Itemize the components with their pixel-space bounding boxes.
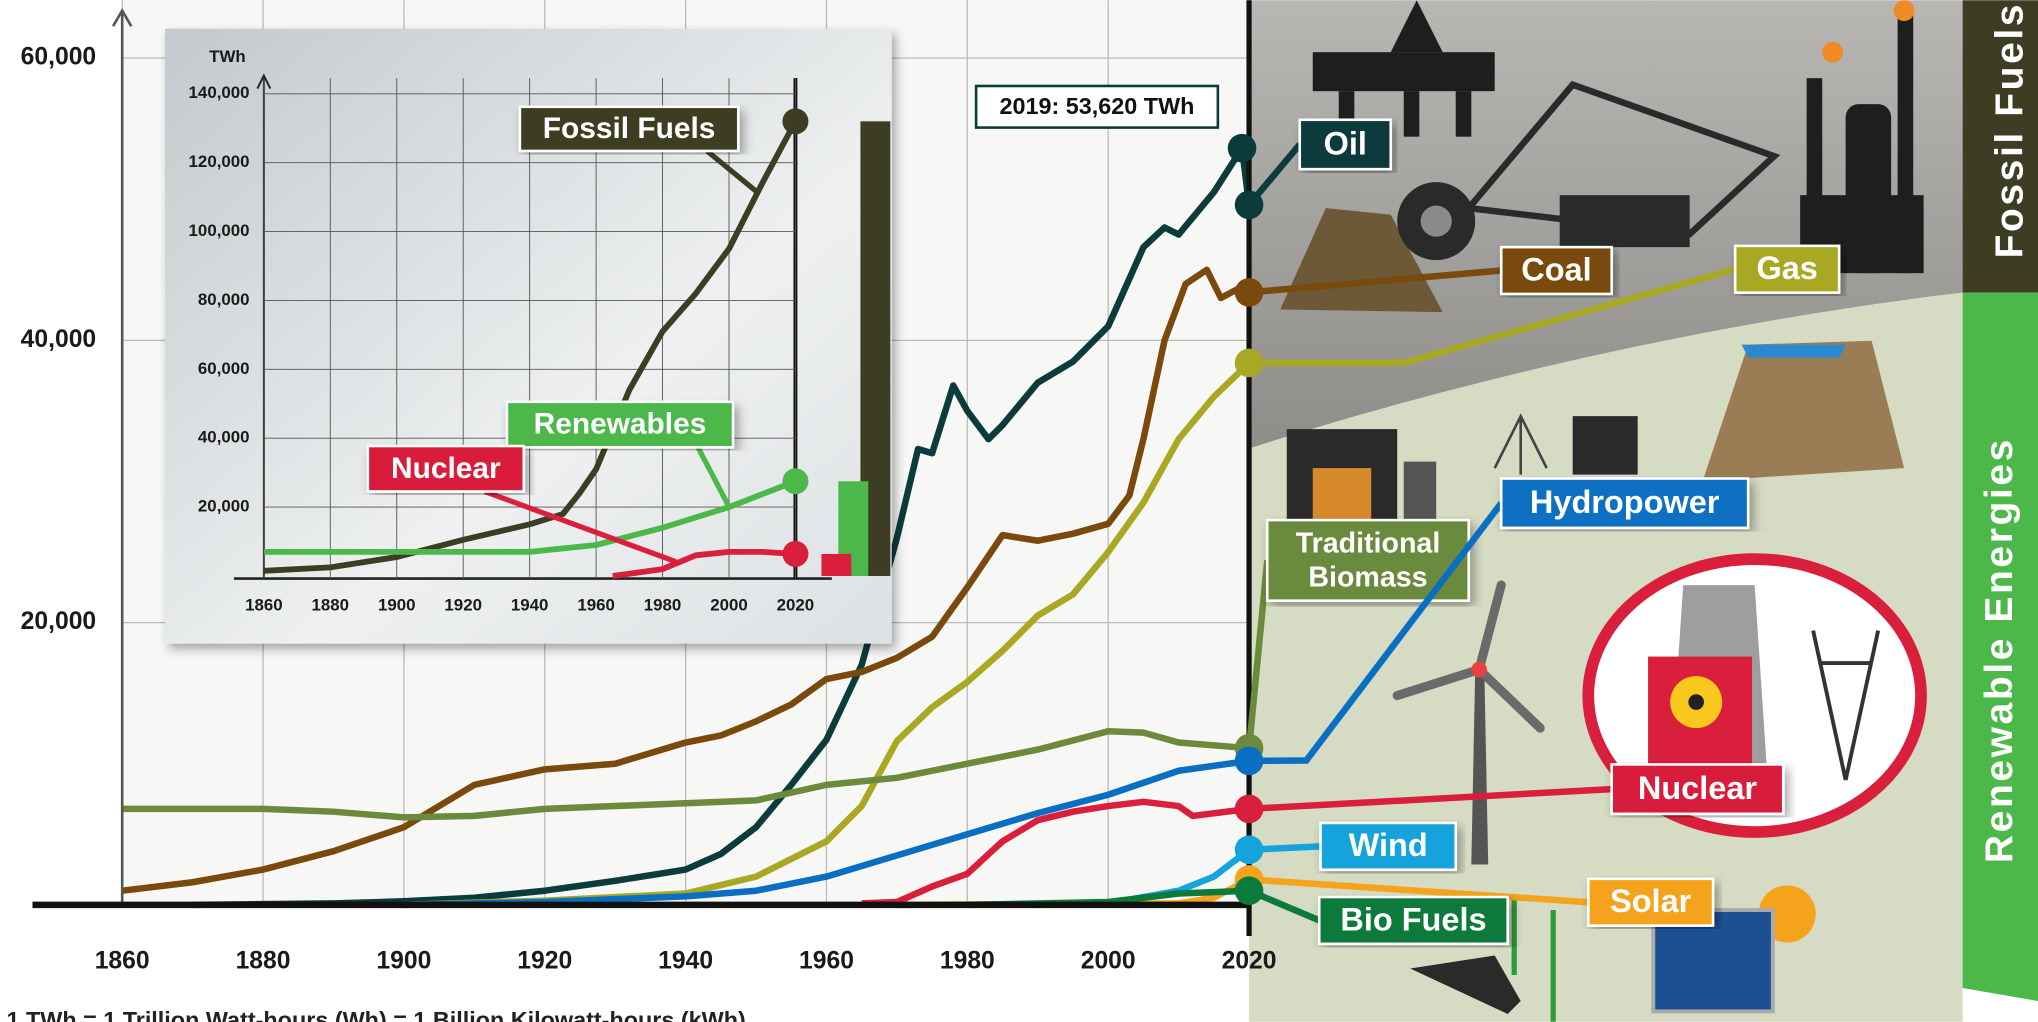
- series-label: Solar: [1610, 883, 1692, 919]
- inset-x-tick-label: 1880: [312, 595, 350, 614]
- end-dot: [1235, 795, 1264, 824]
- x-tick-label: 1940: [658, 948, 713, 975]
- x-tick-label: 1860: [95, 948, 150, 975]
- inset-y-tick-label: 140,000: [189, 83, 250, 102]
- series-label: Bio Fuels: [1340, 901, 1486, 937]
- series-label: Renewables: [534, 408, 707, 441]
- series-label: Fossil Fuels: [543, 112, 716, 145]
- group-label: Fossil Fuels: [1988, 2, 2031, 259]
- inset-y-tick-label: 120,000: [189, 152, 250, 171]
- inset-x-tick-label: 1980: [644, 595, 682, 614]
- end-dot: [1235, 349, 1264, 378]
- footnote: 1 TWh = 1 Trillion Watt-hours (Wh) = 1 B…: [6, 1007, 745, 1022]
- x-tick-label: 1880: [236, 948, 291, 975]
- inset-x-tick-label: 1940: [511, 595, 549, 614]
- inset-y-tick-label: 100,000: [189, 221, 250, 240]
- y-tick-label: 40,000: [21, 326, 97, 353]
- inset-x-tick-label: 1860: [245, 595, 283, 614]
- inset-y-tick-label: 60,000: [198, 359, 250, 378]
- series-label: Hydropower: [1530, 484, 1720, 520]
- inset-x-tick-label: 1960: [577, 595, 615, 614]
- end-dot: [1235, 278, 1264, 307]
- chart: TWh 20,000 40,000 60,000 80,000 100,000 120,0…: [0, 0, 2038, 1022]
- inset-x-tick-label: 1920: [444, 595, 482, 614]
- x-tick-label: 1920: [517, 948, 572, 975]
- inset-y-tick-label: 80,000: [198, 290, 250, 309]
- end-dot: [1228, 134, 1257, 163]
- inset-chart: TWh 20,000 40,000 60,000 80,000 100,000 120,0…: [165, 29, 892, 644]
- inset-y-tick-label: 40,000: [198, 428, 250, 447]
- x-tick-label: 1980: [940, 948, 995, 975]
- group-label: Renewable Energies: [1978, 437, 2021, 863]
- series-label: Wind: [1349, 827, 1428, 863]
- x-tick-label: 2000: [1081, 948, 1136, 975]
- series-label: Nuclear: [391, 452, 501, 485]
- inset-y-label: TWh: [209, 47, 246, 66]
- x-tick-label: 1900: [376, 948, 431, 975]
- total-bar: [821, 554, 851, 576]
- y-tick-label: 20,000: [21, 608, 97, 635]
- inset-y-tick-label: 20,000: [198, 497, 250, 516]
- y-tick-label: 60,000: [21, 44, 97, 71]
- series-label: Oil: [1324, 125, 1367, 161]
- x-tick-label: 2020: [1222, 948, 1277, 975]
- end-dot: [782, 108, 808, 134]
- inset-x-tick-label: 2020: [777, 595, 815, 614]
- end-dot: [1235, 191, 1264, 220]
- end-dot: [1235, 747, 1264, 776]
- series-label: Nuclear: [1638, 770, 1758, 806]
- end-dot: [782, 468, 808, 494]
- series-label: Coal: [1521, 251, 1591, 287]
- end-dot: [1235, 835, 1264, 864]
- inset-x-tick-label: 1900: [378, 595, 416, 614]
- end-dot: [782, 541, 808, 567]
- x-tick-label: 1960: [799, 948, 854, 975]
- annotation: 2019: 53,620 TWh: [1000, 93, 1195, 119]
- series-label: Gas: [1756, 250, 1817, 286]
- end-dot: [1235, 876, 1264, 905]
- inset-x-tick-label: 2000: [710, 595, 748, 614]
